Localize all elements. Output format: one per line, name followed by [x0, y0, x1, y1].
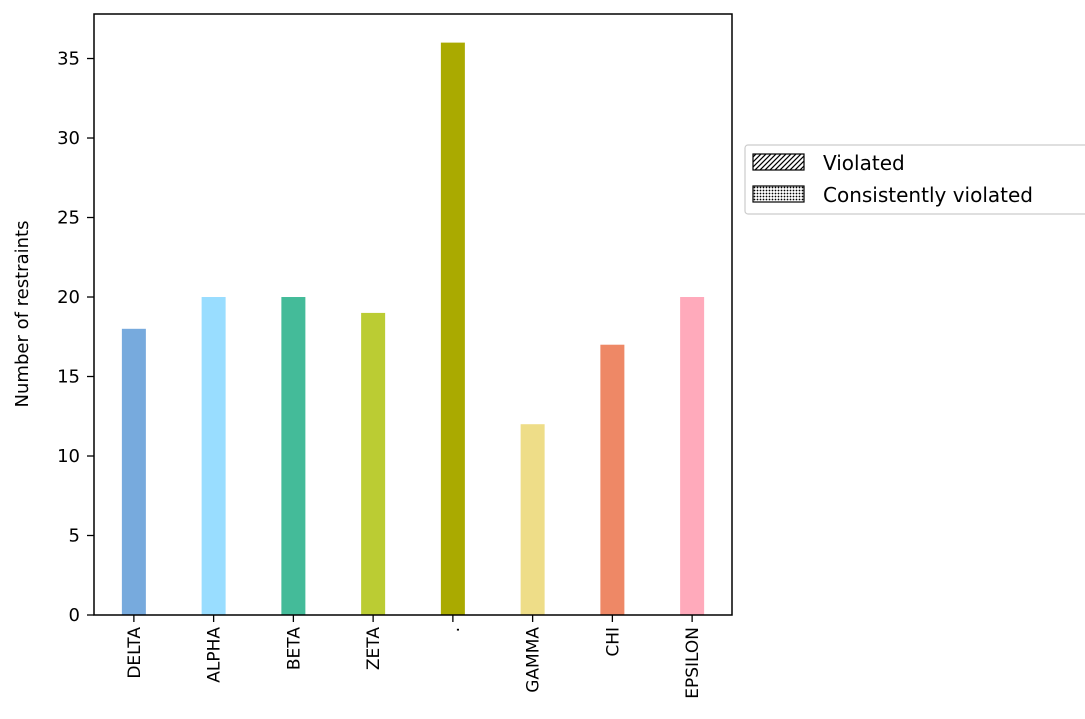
x-axis: DELTA ALPHA BETA ZETA. GAMMA CHI EPSILON: [125, 615, 703, 699]
legend-label-violated: Violated: [823, 151, 905, 175]
bar-delta: [121, 328, 146, 615]
legend-label-consistently-violated: Consistently violated: [823, 183, 1033, 207]
bar-dot: [440, 42, 465, 616]
x-tick-label: GAMMA: [524, 627, 544, 693]
y-tick-label: 20: [57, 287, 80, 308]
x-tick-label: CHI: [603, 627, 623, 657]
x-tick-label: DELTA: [125, 627, 145, 679]
plot-frame: [93, 13, 733, 616]
y-axis-label: Number of restraints: [12, 221, 33, 408]
y-tick-label: 15: [57, 367, 80, 388]
bar-epsilon: [680, 297, 705, 615]
y-tick-label: 30: [57, 128, 80, 149]
plot-area: [93, 13, 733, 616]
bar-beta: [281, 297, 306, 615]
x-tick-label: ZETA: [364, 627, 384, 670]
legend: Violated Consistently violated: [744, 144, 1085, 215]
bars-group: [121, 42, 705, 616]
x-tick-label: EPSILON: [683, 627, 703, 699]
y-tick-label: 5: [69, 526, 80, 547]
legend-swatch-consistently-violated: [752, 185, 805, 203]
y-tick-label: 25: [57, 208, 80, 229]
x-tick-label: BETA: [284, 627, 304, 670]
bar-zeta: [361, 312, 386, 615]
y-axis: 0 5 10 15 20 25 30 35: [57, 49, 94, 626]
legend-frame: [744, 144, 1085, 215]
x-tick-label: ALPHA: [205, 627, 225, 683]
legend-entry-consistently-violated: Consistently violated: [752, 183, 1033, 207]
y-tick-label: 35: [57, 49, 80, 70]
bar-alpha: [201, 297, 226, 615]
legend-entry-violated: Violated: [752, 151, 905, 175]
bar-gamma: [520, 424, 545, 615]
bar-chi: [600, 344, 625, 615]
x-tick-label: .: [444, 627, 464, 632]
y-tick-label: 10: [57, 446, 80, 467]
legend-swatch-violated: [752, 153, 805, 171]
y-tick-label: 0: [69, 605, 80, 626]
